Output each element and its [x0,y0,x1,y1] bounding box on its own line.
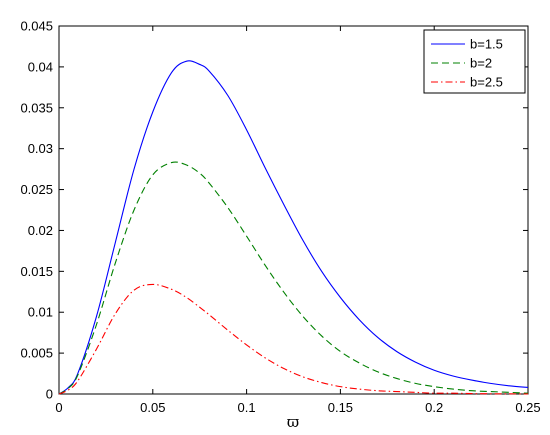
x-tick-label: 0.2 [425,400,443,415]
series-line-1 [58,60,529,395]
y-tick-label: 0.045 [20,19,53,34]
legend-label-1: b=1.5 [470,37,503,52]
y-tick-label: 0.005 [20,346,53,361]
series-line-3 [58,283,529,395]
x-tick-label: 0.1 [238,400,256,415]
x-tick-label: 0.05 [140,400,165,415]
series-line-2 [58,161,529,395]
x-tick-label: 0.15 [328,400,353,415]
x-tick-label: 0.25 [515,400,540,415]
x-tick-label: 0 [55,400,62,415]
y-tick-label: 0 [46,387,53,402]
y-axis-ticks: 0 0.005 0.01 0.015 0.02 0.025 0.03 0.035 0.04 0.0… [20,19,528,402]
y-tick-label: 0.02 [28,223,53,238]
series-layer [58,60,529,395]
y-tick-label: 0.035 [20,100,53,115]
legend-label-2: b=2 [470,56,492,71]
y-tick-label: 0.01 [28,305,53,320]
y-tick-label: 0.015 [20,264,53,279]
x-axis-ticks: 0 0.05 0.1 0.15 0.2 0.25 [55,26,541,415]
legend-label-3: b=2.5 [470,75,503,90]
y-tick-label: 0.04 [28,59,53,74]
legend: b=1.5 b=2 b=2.5 [423,29,526,94]
legend-box [423,29,526,94]
y-tick-label: 0.025 [20,182,53,197]
y-tick-label: 0.03 [28,141,53,156]
x-axis-label: ϖ [287,413,299,431]
